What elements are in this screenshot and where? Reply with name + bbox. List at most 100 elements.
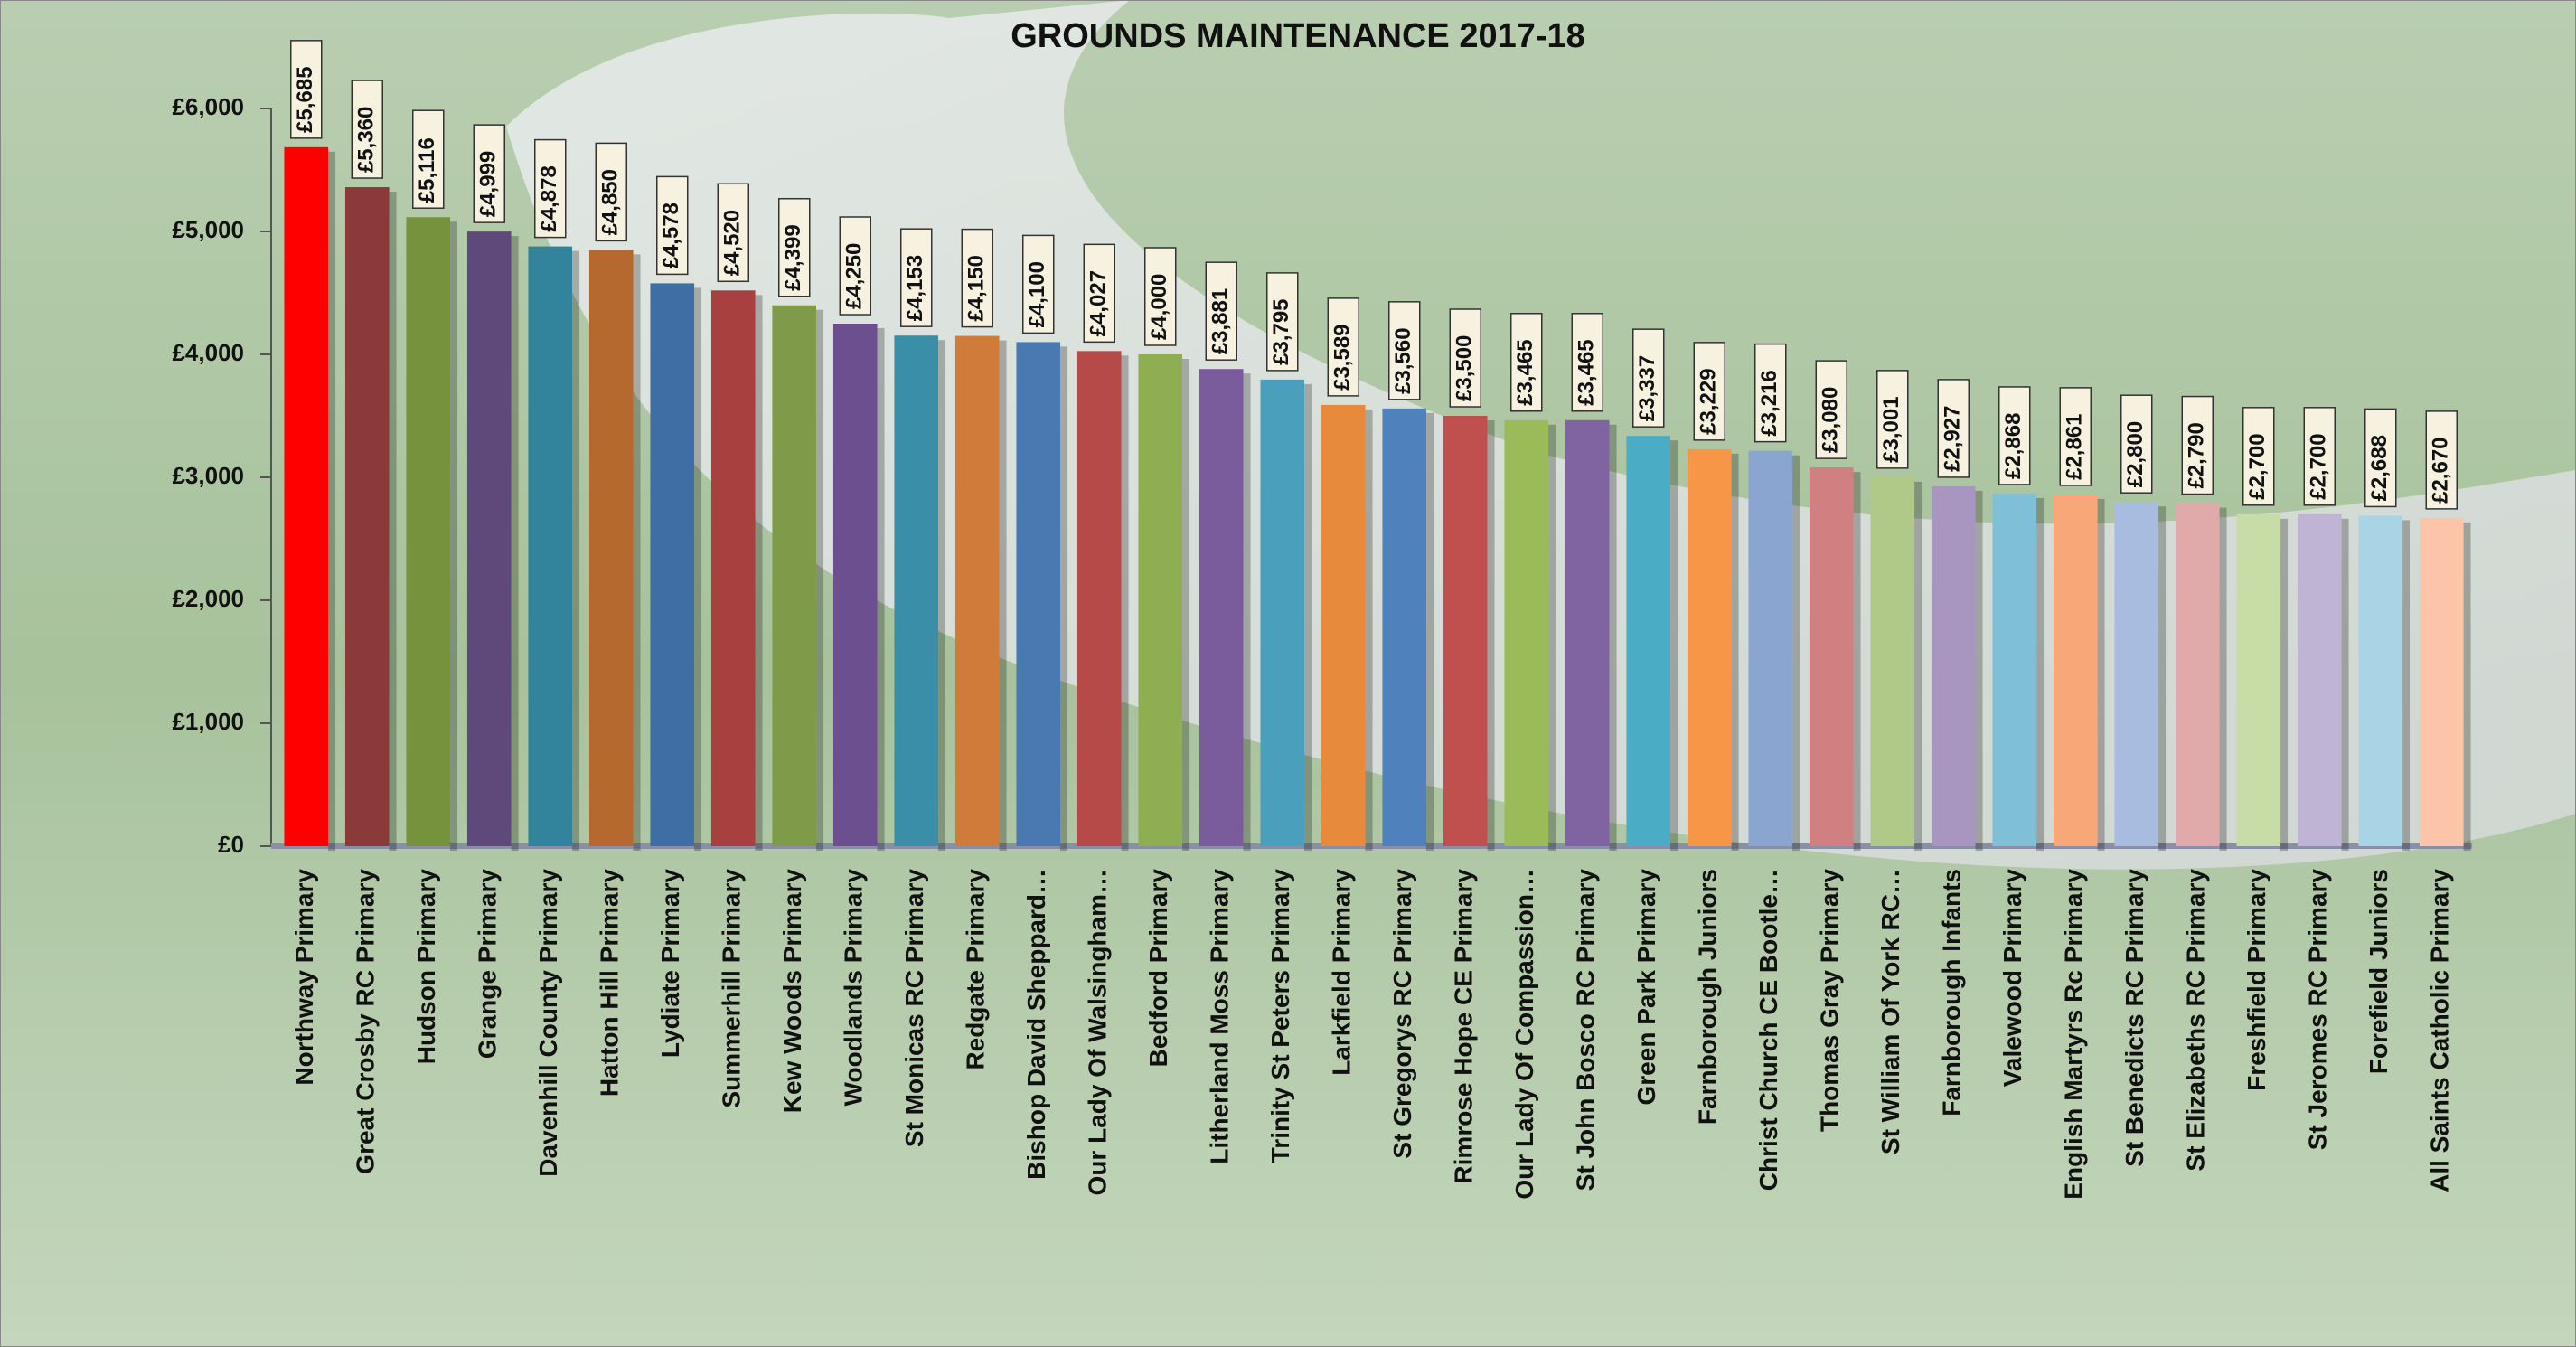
bar-side [1914, 481, 1923, 851]
bar-side [2097, 498, 2105, 851]
bar [1321, 404, 1366, 846]
bar-side [1243, 373, 1251, 852]
value-label-box [778, 197, 811, 297]
bar [2114, 502, 2159, 846]
bar [528, 246, 573, 846]
value-label: £4,578 [659, 203, 683, 268]
x-tick-label: Bedford Primary [1144, 869, 1172, 1068]
bar-side [1365, 409, 1373, 851]
bar [1443, 416, 1488, 846]
bar [1870, 476, 1915, 846]
bar [1809, 467, 1854, 846]
bar-side [1670, 440, 1678, 851]
value-label: £3,560 [1391, 327, 1415, 393]
bar [894, 335, 939, 846]
bar-side [1731, 453, 1739, 851]
value-label-box [290, 40, 323, 139]
bar-side [572, 250, 580, 851]
bar-side [2341, 518, 2349, 851]
bar-side [1609, 424, 1617, 851]
x-tick-label: St Gregorys RC Primary [1388, 869, 1416, 1159]
bar [1565, 419, 1610, 846]
bar [954, 335, 1000, 847]
bar-side [877, 328, 885, 851]
bar-side [1487, 420, 1495, 851]
value-label-box [1144, 247, 1177, 346]
y-tick-label: £0 [218, 831, 244, 858]
bar [406, 217, 451, 846]
y-tick-label: £6,000 [172, 93, 244, 120]
bar-side [450, 221, 458, 851]
x-tick-label: St Jeromes RC Primary [2304, 869, 2332, 1151]
value-label-box [1876, 370, 1909, 469]
value-label: £4,999 [476, 151, 501, 217]
value-label-box [1998, 386, 2031, 485]
value-label-box [1937, 379, 1970, 478]
value-label: £3,216 [1757, 370, 1782, 436]
value-label: £5,116 [415, 137, 439, 203]
bar-side [1792, 455, 1800, 851]
bar [650, 283, 695, 847]
value-label-box [961, 228, 993, 328]
bar-side [1548, 424, 1556, 851]
value-label-box [595, 142, 627, 242]
x-tick-label: Freshfield Primary [2242, 869, 2270, 1091]
x-tick-label: Northway Primary [290, 869, 318, 1086]
value-label: £4,000 [1147, 274, 1171, 340]
x-tick-label: St Benedicts RC Primary [2120, 869, 2148, 1167]
bar-side [1426, 412, 1434, 851]
value-label: £2,800 [2123, 421, 2148, 487]
value-label: £3,500 [1453, 335, 1477, 401]
value-label-box [1266, 272, 1299, 372]
bar-side [1304, 383, 1312, 851]
value-label-box [473, 124, 505, 223]
x-tick-label: St Elizabeths RC Primary [2182, 869, 2210, 1172]
value-label-box [656, 175, 689, 276]
value-label: £2,927 [1941, 406, 1965, 472]
value-label-box [1571, 313, 1603, 412]
bar [2419, 517, 2464, 846]
value-label: £3,589 [1330, 324, 1355, 390]
value-label: £3,080 [1819, 387, 1843, 453]
value-label: £2,868 [2001, 413, 2026, 479]
value-label: £4,250 [842, 243, 867, 309]
x-tick-label: Thomas Gray Primary [1816, 869, 1844, 1132]
bar [344, 187, 390, 847]
value-label: £2,670 [2429, 437, 2453, 503]
bar-side [2158, 506, 2167, 851]
bar [1992, 493, 2037, 846]
x-tick-label: Lydiate Primary [656, 869, 684, 1058]
x-tick-label: Hatton Hill Primary [596, 869, 624, 1097]
bar [772, 305, 817, 847]
x-tick-label: Our Lady Of Compassion… [1510, 869, 1538, 1200]
value-label: £2,861 [2063, 413, 2087, 479]
x-tick-label: All Saints Catholic Primary [2426, 869, 2454, 1192]
value-label-box [2059, 387, 2092, 486]
bar-side [2463, 522, 2471, 851]
bar-side [2219, 507, 2227, 851]
bar-side [999, 340, 1007, 852]
y-tick-label: £4,000 [172, 339, 244, 366]
value-label-box [1449, 308, 1481, 408]
bar [1260, 379, 1305, 846]
y-tick-label: £3,000 [172, 462, 244, 489]
bar [710, 290, 756, 846]
bar-side [755, 295, 763, 851]
bar-side [2402, 520, 2411, 851]
value-label: £3,001 [1879, 396, 1904, 462]
bar [1382, 408, 1427, 846]
x-tick-label: Christ Church CE Bootle… [1754, 869, 1782, 1191]
value-label: £3,795 [1269, 298, 1293, 364]
bar-side [694, 287, 702, 852]
bar [588, 250, 634, 846]
value-label-box [2303, 407, 2336, 506]
x-tick-label: Forefield Juniors [2364, 869, 2393, 1074]
value-label: £3,337 [1635, 355, 1659, 421]
value-label: £3,465 [1575, 339, 1599, 405]
value-label: £4,150 [964, 255, 989, 321]
bar-side [816, 309, 824, 852]
value-label-box [1388, 301, 1421, 400]
value-label: £2,790 [2185, 422, 2209, 488]
x-tick-label: Grange Primary [474, 869, 502, 1060]
